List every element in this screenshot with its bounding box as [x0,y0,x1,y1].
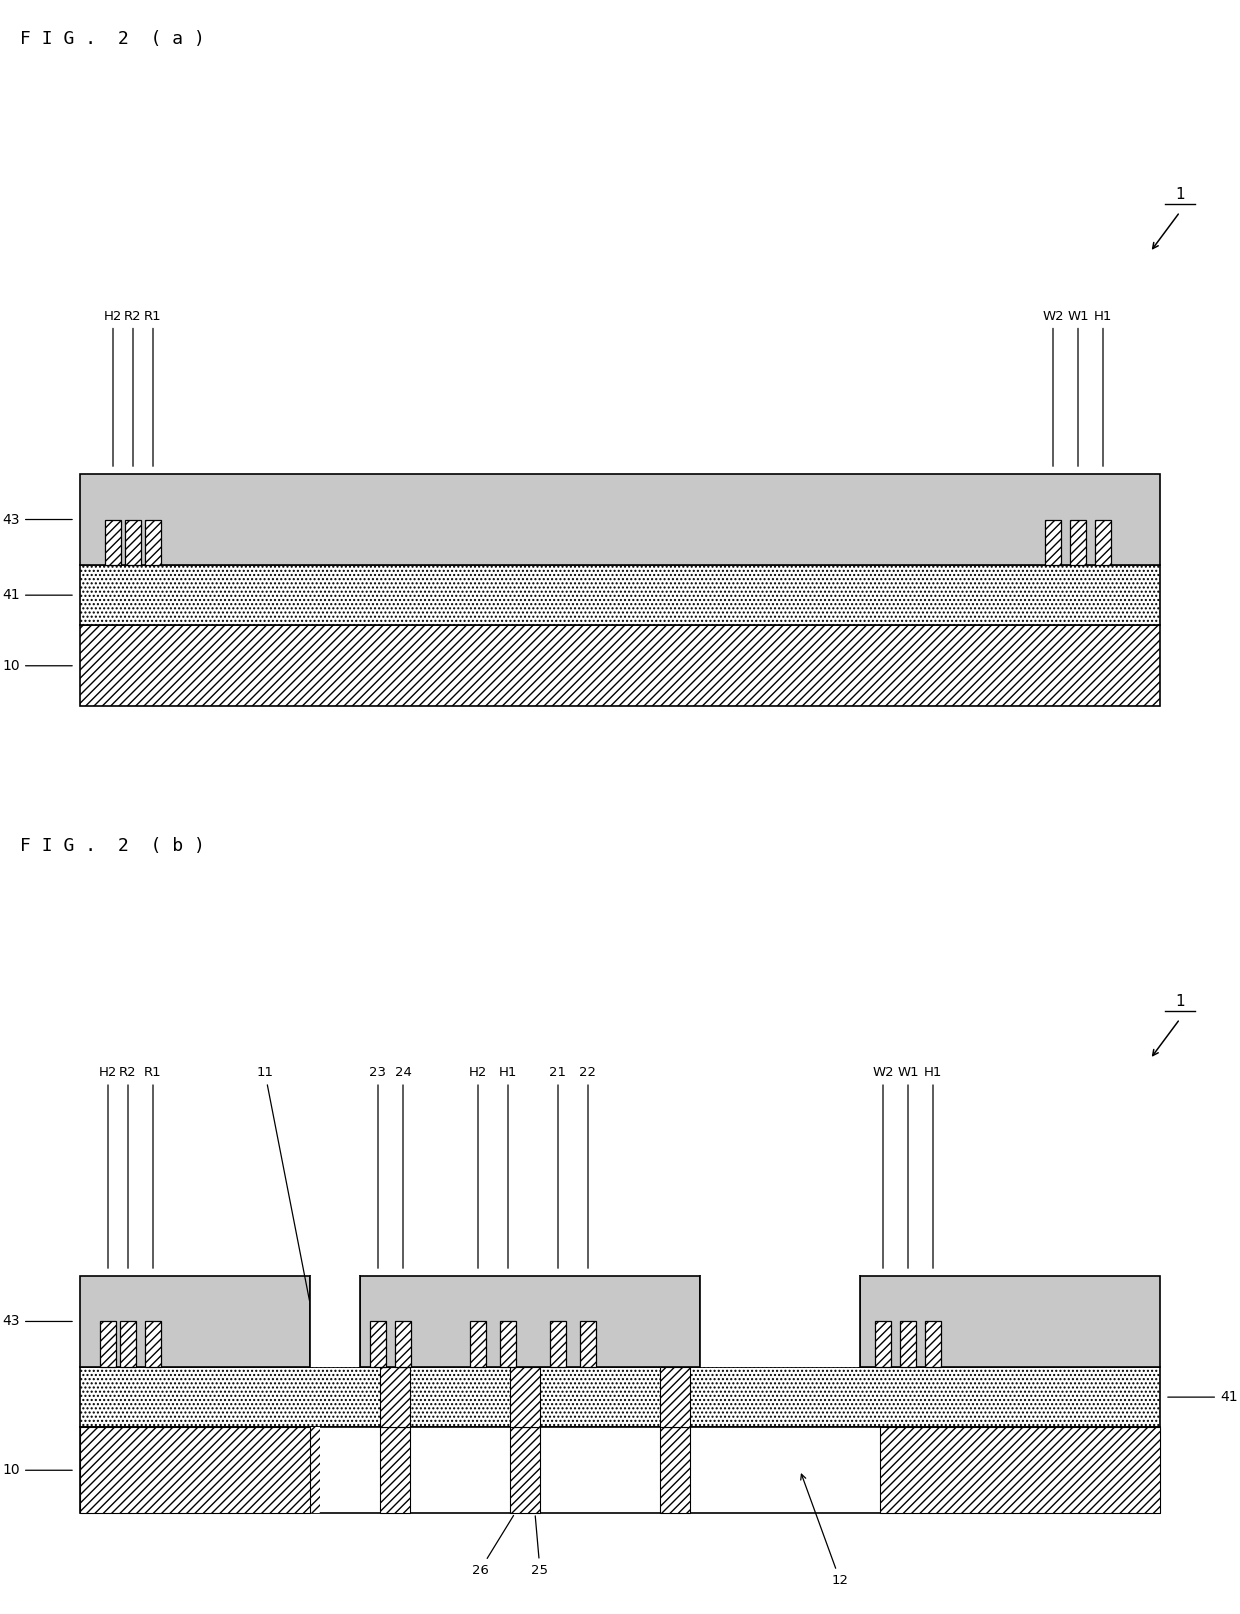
Text: 22: 22 [579,1067,596,1269]
Bar [701,1277,861,1367]
Bar [925,1322,941,1367]
Text: 1: 1 [1176,187,1184,202]
Text: R2: R2 [119,1067,136,1269]
Bar [861,1277,1159,1367]
Text: 25: 25 [532,1516,548,1577]
Bar [500,1322,516,1367]
Bar [660,1427,689,1514]
Text: W1: W1 [1068,310,1089,466]
Bar [900,1322,916,1367]
Text: F I G .  2  ( b ): F I G . 2 ( b ) [20,838,205,855]
Bar [660,1367,689,1427]
Bar [379,1427,410,1514]
Text: H1: H1 [1094,310,1112,466]
Bar [396,1322,410,1367]
Text: 41: 41 [2,587,72,602]
Bar [1045,520,1061,565]
Text: 26: 26 [471,1516,513,1577]
Text: 12: 12 [801,1474,848,1587]
Bar [145,520,161,565]
Text: W2: W2 [1042,310,1064,466]
Text: R1: R1 [144,1067,161,1269]
Text: 41: 41 [1168,1390,1238,1404]
Bar [580,1322,596,1367]
Text: H2: H2 [99,1067,118,1269]
Bar [470,1322,486,1367]
Text: 43: 43 [2,513,72,526]
Bar [145,1322,161,1367]
Bar [510,1427,539,1514]
Bar [81,1427,1159,1514]
Bar [1095,520,1111,565]
Bar [370,1322,386,1367]
Text: 10: 10 [2,659,72,673]
Bar [875,1322,892,1367]
Bar [81,1277,310,1367]
Bar [510,1367,539,1427]
Text: 43: 43 [2,1314,72,1328]
Bar [360,1277,701,1367]
Bar [120,1322,136,1367]
Bar [81,475,1159,565]
Text: 23: 23 [370,1067,387,1269]
Bar [81,625,1159,707]
Bar [81,1427,310,1514]
Text: 24: 24 [394,1067,412,1269]
Text: W2: W2 [872,1067,894,1269]
Bar [310,1277,360,1367]
Text: 10: 10 [2,1464,72,1477]
Text: F I G .  2  ( a ): F I G . 2 ( a ) [20,31,205,48]
Text: R1: R1 [144,310,161,466]
Bar [660,1367,689,1427]
Text: 21: 21 [549,1067,567,1269]
Text: 11: 11 [257,1067,310,1301]
Bar [1070,520,1086,565]
Bar [100,1322,117,1367]
Bar [81,565,1159,625]
Bar [880,1427,1159,1514]
Text: H2: H2 [469,1067,487,1269]
Bar [551,1322,565,1367]
Bar [105,520,122,565]
Text: H1: H1 [498,1067,517,1269]
Bar [379,1367,410,1427]
Bar [81,1367,1159,1427]
Bar [81,1427,320,1514]
Text: W1: W1 [898,1067,919,1269]
Bar [510,1367,539,1427]
Text: H2: H2 [104,310,123,466]
Bar [125,520,141,565]
Text: 1: 1 [1176,994,1184,1009]
Bar [379,1367,410,1427]
Text: H1: H1 [924,1067,942,1269]
Text: R2: R2 [124,310,141,466]
